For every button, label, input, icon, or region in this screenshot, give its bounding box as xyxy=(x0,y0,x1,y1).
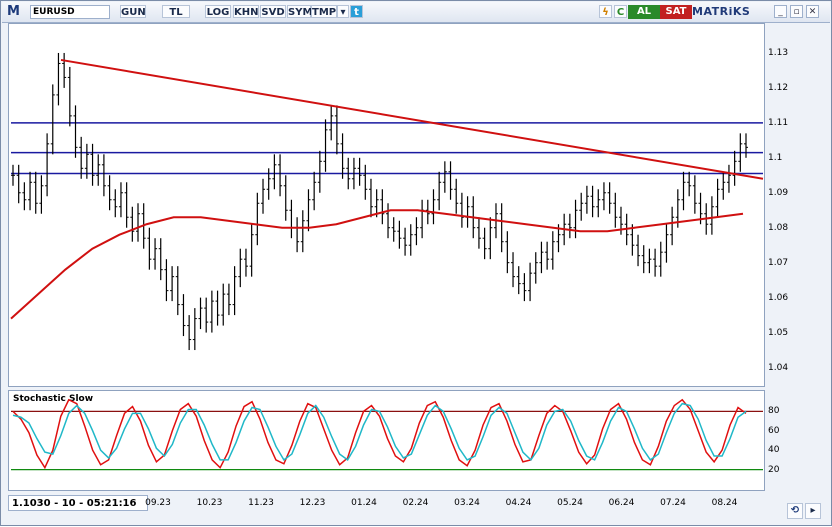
y-tick-label: 1.04 xyxy=(768,362,789,373)
stochastic-tick-label: 40 xyxy=(768,445,780,456)
twitter-icon[interactable]: t xyxy=(350,5,363,18)
stochastic-k-line xyxy=(12,398,747,470)
y-tick-label: 1.12 xyxy=(768,82,789,93)
x-tick-label: 11.23 xyxy=(248,498,274,508)
khn-button[interactable]: KHN xyxy=(233,5,259,18)
svd-button[interactable]: SVD xyxy=(260,5,286,18)
x-tick-label: 02.24 xyxy=(402,498,429,508)
stochastic-tick-label: 20 xyxy=(768,464,780,475)
y-tick-label: 1.06 xyxy=(768,292,789,303)
y-tick-label: 1.09 xyxy=(768,187,789,198)
x-tick-label: 09.23 xyxy=(145,498,171,508)
x-tick-label: 05.24 xyxy=(557,498,583,508)
price-readout: 1.1030 - 10 - 05:21:16 xyxy=(8,495,148,511)
app-logo: M xyxy=(7,4,20,19)
x-tick-label: 12.23 xyxy=(299,498,326,508)
tmp-button[interactable]: TMP xyxy=(311,5,337,18)
x-tick-label: 03.24 xyxy=(454,498,480,508)
y-tick-label: 1.1 xyxy=(768,152,783,163)
price-chart-panel[interactable] xyxy=(8,23,765,387)
sync-icon[interactable]: ⟲ xyxy=(787,503,803,519)
scroll-right-icon[interactable]: ▸ xyxy=(805,503,821,519)
indicator-title: Stochastic Slow xyxy=(13,394,94,404)
symbol-field[interactable]: EURUSD xyxy=(30,5,110,19)
y-tick-label: 1.08 xyxy=(768,222,789,233)
buy-button[interactable]: AL xyxy=(628,5,660,19)
close-icon[interactable]: ✕ xyxy=(806,5,819,18)
restore-icon[interactable]: ▫ xyxy=(790,5,803,18)
sell-button[interactable]: SAT xyxy=(660,5,692,19)
x-tick-label: 04.24 xyxy=(505,498,532,508)
x-tick-label: 01.24 xyxy=(351,498,377,508)
stochastic-d-line xyxy=(12,402,747,462)
dropdown-arrow-icon[interactable]: ▾ xyxy=(337,5,349,18)
status-bar: 1.1030 - 10 - 05:21:16 09.23 10.23 11.23 12… xyxy=(2,493,830,523)
minimize-icon[interactable]: _ xyxy=(774,5,787,18)
x-tick-label: 07.24 xyxy=(660,498,686,508)
gun-button[interactable]: GUN xyxy=(120,5,146,18)
tl-button[interactable]: TL xyxy=(162,5,190,18)
stochastic-tick-label: 80 xyxy=(768,406,780,417)
x-tick-label: 10.23 xyxy=(196,498,223,508)
x-tick-label: 06.24 xyxy=(608,498,635,508)
resistance-trendline xyxy=(60,58,764,180)
sym-button[interactable]: SYM xyxy=(287,5,313,18)
y-tick-label: 1.05 xyxy=(768,327,789,338)
y-tick-label: 1.13 xyxy=(768,47,789,58)
y-tick-label: 1.07 xyxy=(768,257,789,268)
brand-label: MATRiKS xyxy=(692,5,751,18)
x-tick-label: 08.24 xyxy=(711,498,738,508)
refresh-icon[interactable]: C xyxy=(614,5,627,18)
toolbar: M EURUSD GUN TL LOG KHN SVD SYM TMP ▾ t … xyxy=(2,2,830,23)
stochastic-tick-label: 60 xyxy=(768,425,780,436)
y-tick-label: 1.11 xyxy=(768,117,789,128)
lightning-icon[interactable]: ϟ xyxy=(599,5,612,18)
moving-average-line xyxy=(10,209,744,320)
log-button[interactable]: LOG xyxy=(205,5,231,18)
